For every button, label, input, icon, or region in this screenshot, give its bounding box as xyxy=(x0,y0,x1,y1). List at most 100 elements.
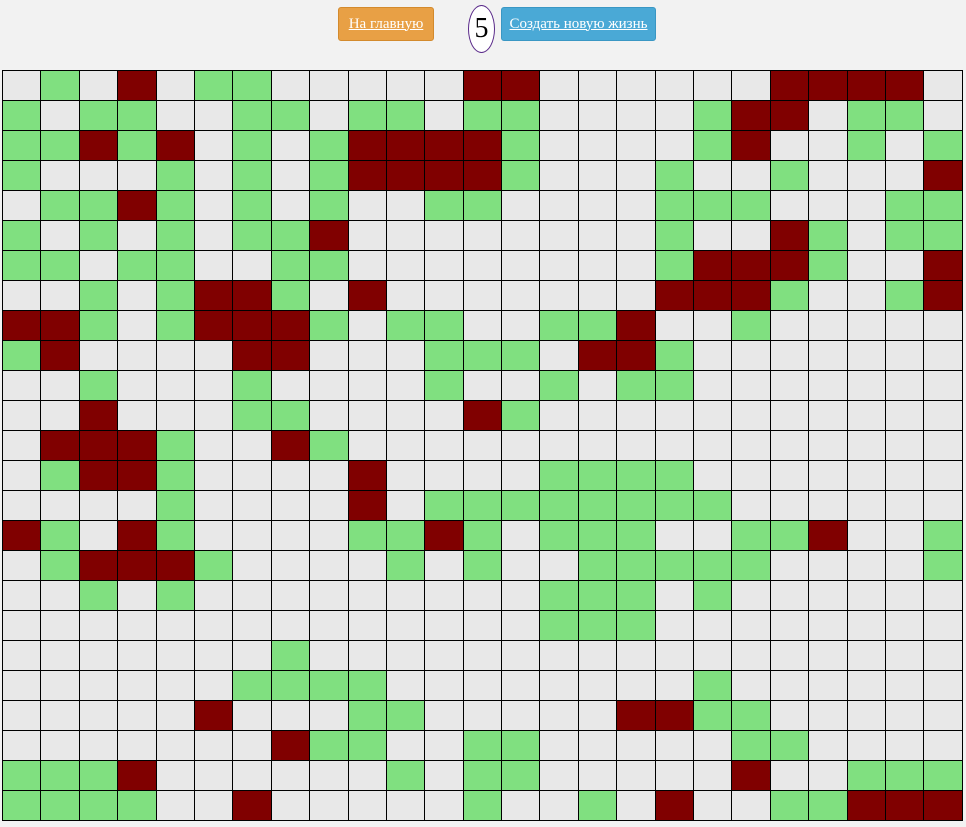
cell-empty[interactable] xyxy=(194,341,234,371)
cell-empty[interactable] xyxy=(386,71,426,101)
cell-empty[interactable] xyxy=(233,551,272,581)
cell-empty[interactable] xyxy=(502,671,541,701)
cell-empty[interactable] xyxy=(233,491,272,521)
cell-dead[interactable] xyxy=(770,71,810,101)
cell-alive[interactable] xyxy=(655,161,695,191)
cell-empty[interactable] xyxy=(847,401,886,431)
cell-empty[interactable] xyxy=(617,161,656,191)
cell-alive[interactable] xyxy=(41,71,80,101)
cell-empty[interactable] xyxy=(770,431,810,461)
cell-empty[interactable] xyxy=(694,611,733,641)
cell-empty[interactable] xyxy=(885,581,925,611)
cell-alive[interactable] xyxy=(79,761,119,791)
cell-empty[interactable] xyxy=(540,191,579,221)
cell-empty[interactable] xyxy=(617,761,656,791)
cell-empty[interactable] xyxy=(885,161,925,191)
cell-empty[interactable] xyxy=(348,311,387,341)
cell-empty[interactable] xyxy=(809,431,848,461)
cell-alive[interactable] xyxy=(3,761,42,791)
cell-empty[interactable] xyxy=(41,671,80,701)
cell-empty[interactable] xyxy=(194,671,234,701)
cell-empty[interactable] xyxy=(156,401,195,431)
cell-alive[interactable] xyxy=(694,101,733,131)
cell-empty[interactable] xyxy=(386,491,426,521)
cell-empty[interactable] xyxy=(578,431,618,461)
cell-alive[interactable] xyxy=(463,101,503,131)
cell-alive[interactable] xyxy=(386,551,426,581)
cell-dead[interactable] xyxy=(233,791,272,821)
cell-empty[interactable] xyxy=(118,671,157,701)
cell-empty[interactable] xyxy=(425,461,464,491)
cell-empty[interactable] xyxy=(386,251,426,281)
cell-empty[interactable] xyxy=(502,791,541,821)
cell-dead[interactable] xyxy=(233,311,272,341)
cell-empty[interactable] xyxy=(578,131,618,161)
cell-alive[interactable] xyxy=(732,731,771,761)
cell-dead[interactable] xyxy=(194,311,234,341)
cell-alive[interactable] xyxy=(578,461,618,491)
cell-empty[interactable] xyxy=(847,191,886,221)
cell-empty[interactable] xyxy=(655,581,695,611)
cell-empty[interactable] xyxy=(617,281,656,311)
cell-alive[interactable] xyxy=(694,131,733,161)
cell-dead[interactable] xyxy=(3,521,42,551)
cell-empty[interactable] xyxy=(885,731,925,761)
cell-empty[interactable] xyxy=(463,431,503,461)
cell-alive[interactable] xyxy=(310,131,349,161)
cell-empty[interactable] xyxy=(770,401,810,431)
cell-empty[interactable] xyxy=(3,581,42,611)
cell-empty[interactable] xyxy=(578,281,618,311)
cell-empty[interactable] xyxy=(194,251,234,281)
cell-alive[interactable] xyxy=(271,401,311,431)
cell-empty[interactable] xyxy=(310,611,349,641)
cell-empty[interactable] xyxy=(578,251,618,281)
cell-empty[interactable] xyxy=(885,431,925,461)
cell-empty[interactable] xyxy=(809,401,848,431)
cell-empty[interactable] xyxy=(310,581,349,611)
cell-empty[interactable] xyxy=(502,521,541,551)
cell-alive[interactable] xyxy=(617,581,656,611)
cell-empty[interactable] xyxy=(809,551,848,581)
cell-alive[interactable] xyxy=(463,191,503,221)
cell-empty[interactable] xyxy=(694,761,733,791)
cell-alive[interactable] xyxy=(3,161,42,191)
cell-empty[interactable] xyxy=(655,71,695,101)
cell-alive[interactable] xyxy=(41,761,80,791)
cell-empty[interactable] xyxy=(578,401,618,431)
cell-alive[interactable] xyxy=(540,491,579,521)
cell-empty[interactable] xyxy=(194,731,234,761)
cell-empty[interactable] xyxy=(194,491,234,521)
cell-alive[interactable] xyxy=(310,161,349,191)
cell-alive[interactable] xyxy=(348,701,387,731)
cell-alive[interactable] xyxy=(156,311,195,341)
cell-empty[interactable] xyxy=(540,341,579,371)
cell-alive[interactable] xyxy=(578,491,618,521)
cell-empty[interactable] xyxy=(578,161,618,191)
cell-empty[interactable] xyxy=(847,731,886,761)
cell-empty[interactable] xyxy=(502,641,541,671)
cell-dead[interactable] xyxy=(386,131,426,161)
cell-empty[interactable] xyxy=(425,551,464,581)
cell-alive[interactable] xyxy=(233,401,272,431)
cell-dead[interactable] xyxy=(924,281,963,311)
cell-alive[interactable] xyxy=(770,161,810,191)
cell-empty[interactable] xyxy=(386,401,426,431)
cell-dead[interactable] xyxy=(79,131,119,161)
cell-empty[interactable] xyxy=(386,671,426,701)
cell-empty[interactable] xyxy=(617,71,656,101)
cell-empty[interactable] xyxy=(463,461,503,491)
cell-empty[interactable] xyxy=(770,761,810,791)
cell-dead[interactable] xyxy=(502,71,541,101)
cell-empty[interactable] xyxy=(694,71,733,101)
cell-alive[interactable] xyxy=(655,191,695,221)
cell-empty[interactable] xyxy=(540,701,579,731)
cell-empty[interactable] xyxy=(502,581,541,611)
cell-alive[interactable] xyxy=(233,101,272,131)
cell-alive[interactable] xyxy=(770,281,810,311)
cell-alive[interactable] xyxy=(540,581,579,611)
cell-empty[interactable] xyxy=(233,761,272,791)
cell-empty[interactable] xyxy=(463,701,503,731)
cell-empty[interactable] xyxy=(847,671,886,701)
cell-alive[interactable] xyxy=(540,311,579,341)
cell-dead[interactable] xyxy=(617,311,656,341)
